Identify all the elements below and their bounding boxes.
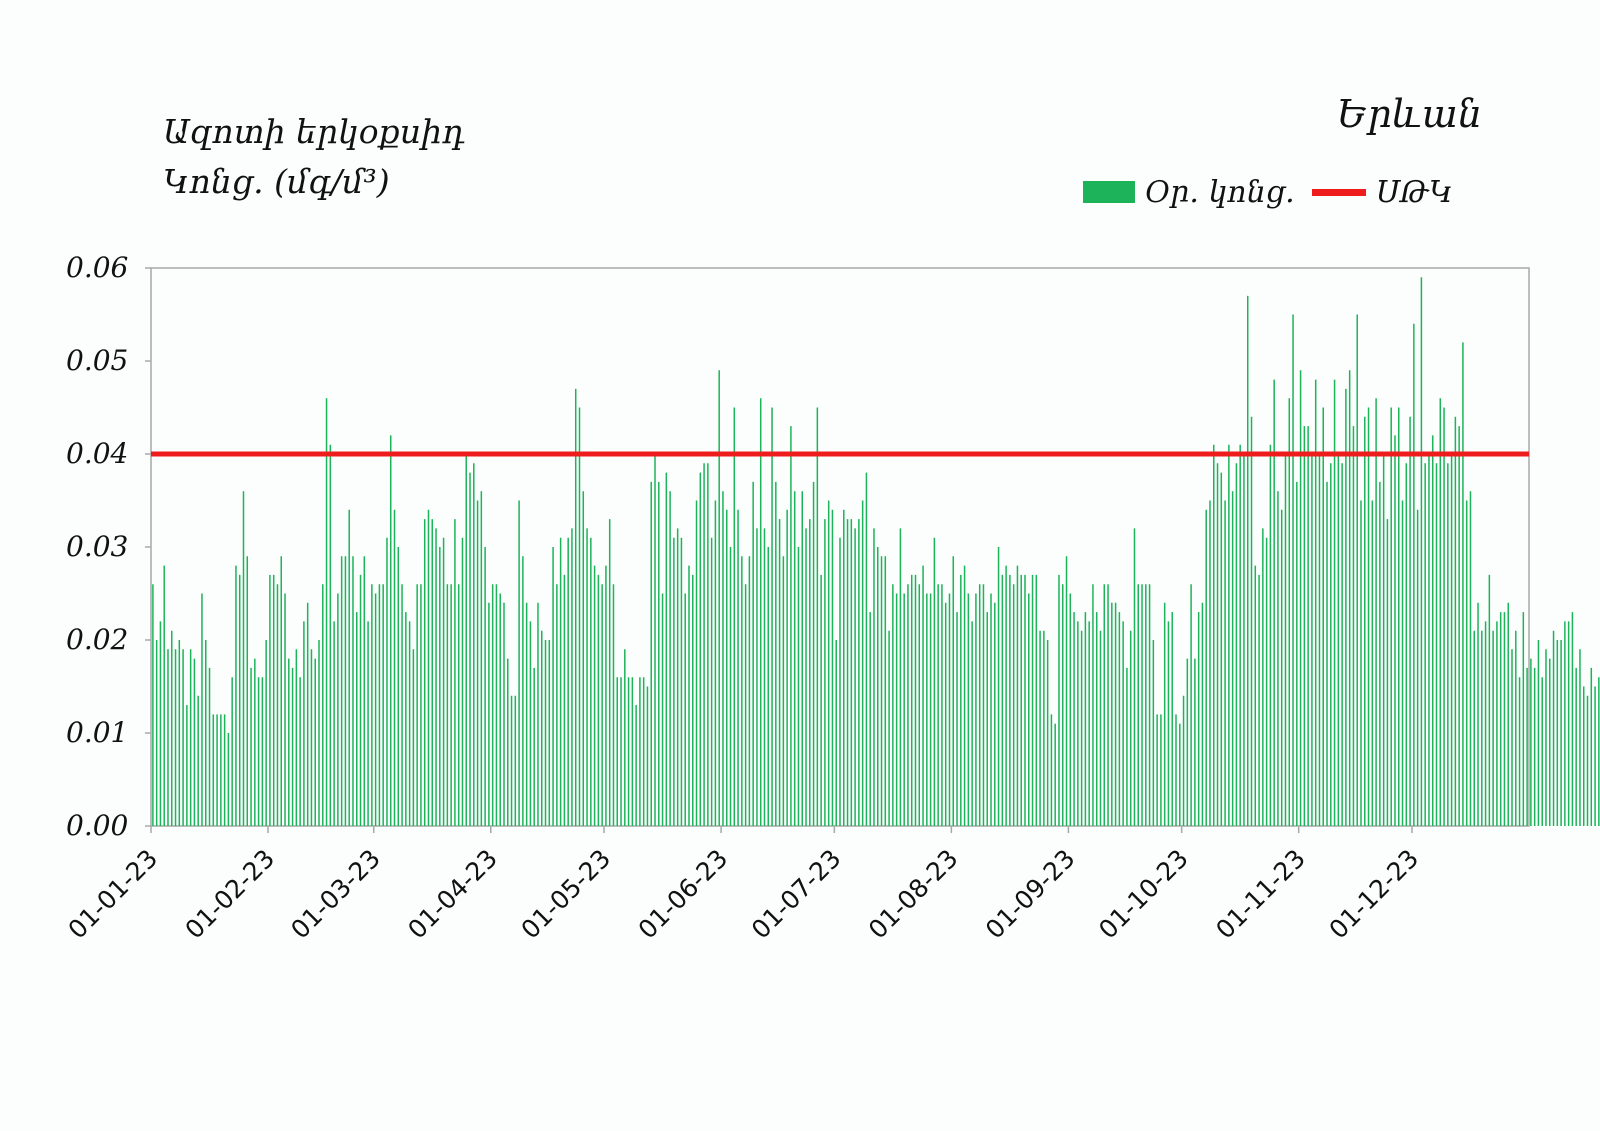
- y-tick-label: 0.04: [66, 437, 128, 470]
- legend-line-swatch: [1312, 188, 1366, 196]
- legend-bar-swatch: [1083, 181, 1135, 203]
- y-tick-label: 0.06: [66, 251, 128, 284]
- y-tick-label: 0.00: [66, 809, 128, 842]
- y-tick-label: 0.01: [66, 716, 128, 749]
- x-tick-label: 01-10-23: [1093, 844, 1194, 945]
- x-tick-label: 01-03-23: [285, 844, 386, 945]
- x-tick-label: 01-12-23: [1323, 844, 1424, 945]
- chart-title-line1: Ազոտի երկօքսիդ: [163, 112, 465, 151]
- x-tick-label: 01-06-23: [633, 844, 734, 945]
- legend-item-limit: ՍԹԿ: [1312, 172, 1453, 212]
- x-tick-label: 01-02-23: [180, 844, 281, 945]
- x-tick-label: 01-05-23: [516, 844, 617, 945]
- x-tick-label: 01-09-23: [980, 844, 1081, 945]
- y-tick-label: 0.03: [66, 530, 128, 563]
- x-tick-label: 01-01-23: [62, 844, 163, 945]
- y-tick-label: 0.05: [66, 344, 128, 377]
- y-tick-label: 0.02: [66, 623, 128, 656]
- city-label: Երևան: [1336, 92, 1482, 136]
- legend-item-daily-concentration: Օր. կոնց.: [1083, 172, 1295, 212]
- x-tick-label: 01-11-23: [1210, 844, 1311, 945]
- x-tick-label: 01-07-23: [746, 844, 847, 945]
- legend-label-daily: Օր. կոնց.: [1145, 174, 1295, 210]
- x-tick-label: 01-08-23: [863, 844, 964, 945]
- legend-label-limit: ՍԹԿ: [1376, 174, 1454, 210]
- chart-title-line2: Կոնց. (մգ/մ³): [163, 162, 390, 201]
- x-tick-label: 01-04-23: [402, 844, 503, 945]
